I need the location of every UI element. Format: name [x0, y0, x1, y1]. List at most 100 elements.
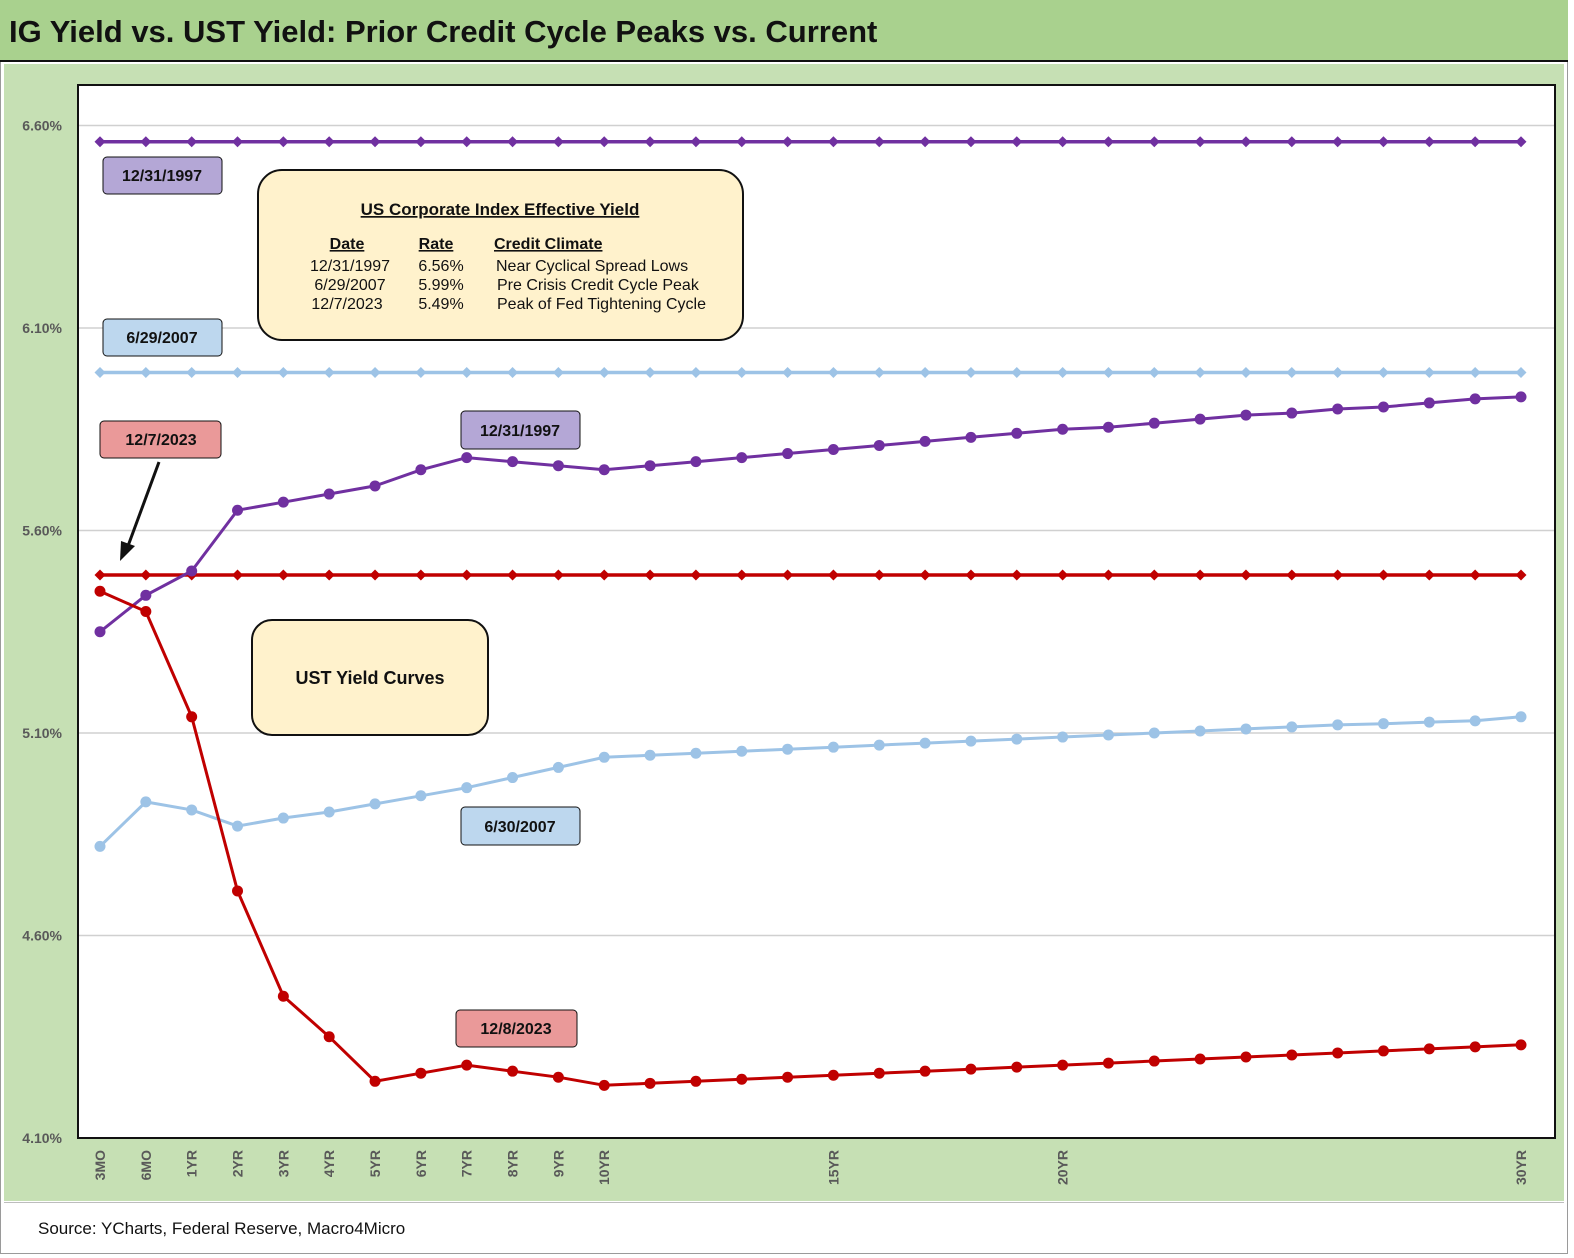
data-point	[690, 1075, 702, 1087]
series-line	[99, 395, 1522, 633]
data-point	[873, 439, 885, 451]
x-tick-label: 9YR	[550, 1150, 566, 1177]
series-line	[99, 589, 1522, 1087]
data-point	[552, 136, 564, 148]
info-head-date: Date	[330, 236, 365, 253]
x-tick-label: 10YR	[596, 1150, 612, 1185]
data-point	[1377, 569, 1389, 581]
data-point	[782, 136, 794, 148]
data-point	[644, 749, 656, 761]
source-note: Source: YCharts, Federal Reserve, Macro4…	[38, 1219, 406, 1238]
data-point	[919, 367, 931, 379]
data-point	[644, 1077, 656, 1089]
data-point	[323, 488, 335, 500]
data-point	[736, 367, 748, 379]
label-ust-1997: 12/31/1997	[460, 410, 581, 450]
data-point	[186, 367, 198, 379]
data-point	[1469, 136, 1481, 148]
data-point	[1102, 1057, 1114, 1069]
data-point	[552, 460, 564, 472]
data-point	[140, 796, 152, 808]
svg-text:12/8/2023: 12/8/2023	[480, 1021, 551, 1038]
data-point	[1515, 367, 1527, 379]
data-point	[94, 585, 106, 597]
data-point	[1102, 367, 1114, 379]
x-tick-label: 30YR	[1513, 1150, 1529, 1185]
label-ig-2023: 12/7/2023	[99, 420, 222, 459]
data-point	[1240, 723, 1252, 735]
data-point	[1423, 367, 1435, 379]
data-point	[782, 743, 794, 755]
data-point	[232, 504, 244, 516]
data-point	[1102, 421, 1114, 433]
x-tick-label: 5YR	[367, 1150, 383, 1177]
series-ig-0	[94, 136, 1527, 148]
data-point	[507, 569, 519, 581]
data-point	[827, 136, 839, 148]
data-point	[415, 464, 427, 476]
title-bar: IG Yield vs. UST Yield: Prior Credit Cyc…	[0, 0, 1568, 62]
data-point	[736, 136, 748, 148]
data-point	[827, 367, 839, 379]
data-point	[1515, 391, 1527, 403]
data-point	[1240, 409, 1252, 421]
data-point	[1515, 1039, 1527, 1051]
data-point	[598, 751, 610, 763]
label-ig-1997: 12/31/1997	[102, 156, 223, 195]
data-point	[644, 367, 656, 379]
svg-text:6/29/2007: 6/29/2007	[126, 330, 197, 347]
data-point	[552, 761, 564, 773]
data-point	[369, 1075, 381, 1087]
data-point	[644, 460, 656, 472]
data-point	[507, 1065, 519, 1077]
data-point	[1286, 569, 1298, 581]
data-point	[782, 569, 794, 581]
data-point	[1194, 725, 1206, 737]
x-tick-label: 6YR	[413, 1150, 429, 1177]
data-point	[1194, 569, 1206, 581]
info-row-1-date: 12/31/1997	[310, 258, 390, 275]
data-point	[1377, 136, 1389, 148]
info-row-1-climate: Near Cyclical Spread Lows	[496, 258, 688, 275]
data-point	[598, 464, 610, 476]
data-point	[1057, 423, 1069, 435]
data-point	[736, 569, 748, 581]
svg-text:12/31/1997: 12/31/1997	[480, 423, 560, 440]
series-ig-1	[94, 367, 1527, 379]
data-point	[232, 569, 244, 581]
x-tick-label: 20YR	[1055, 1150, 1071, 1185]
data-point	[323, 1031, 335, 1043]
label-ust-2007: 6/30/2007	[460, 806, 581, 846]
data-point	[415, 569, 427, 581]
data-point	[140, 136, 152, 148]
data-point	[552, 1071, 564, 1083]
ust-box-label: UST Yield Curves	[295, 668, 444, 688]
data-point	[1011, 427, 1023, 439]
data-point	[644, 136, 656, 148]
data-point	[507, 136, 519, 148]
data-point	[690, 456, 702, 468]
data-point	[461, 367, 473, 379]
series-line	[98, 715, 1522, 848]
data-point	[140, 589, 152, 601]
data-point	[873, 1067, 885, 1079]
x-tick-label: 4YR	[321, 1150, 337, 1177]
ust-box-bg	[251, 619, 489, 736]
series-ust-5	[94, 585, 1527, 1091]
data-point	[415, 1067, 427, 1079]
data-point	[277, 569, 289, 581]
info-row-3-rate: 5.49%	[418, 296, 463, 313]
data-point	[369, 569, 381, 581]
data-point	[965, 431, 977, 443]
data-point	[507, 367, 519, 379]
data-point	[232, 820, 244, 832]
data-point	[186, 136, 198, 148]
data-point	[1469, 569, 1481, 581]
data-point	[1194, 1053, 1206, 1065]
data-point	[598, 136, 610, 148]
y-tick-label: 6.10%	[22, 320, 62, 336]
data-point	[232, 136, 244, 148]
data-point	[1469, 393, 1481, 405]
data-point	[1286, 407, 1298, 419]
series-ust-3	[94, 391, 1527, 638]
